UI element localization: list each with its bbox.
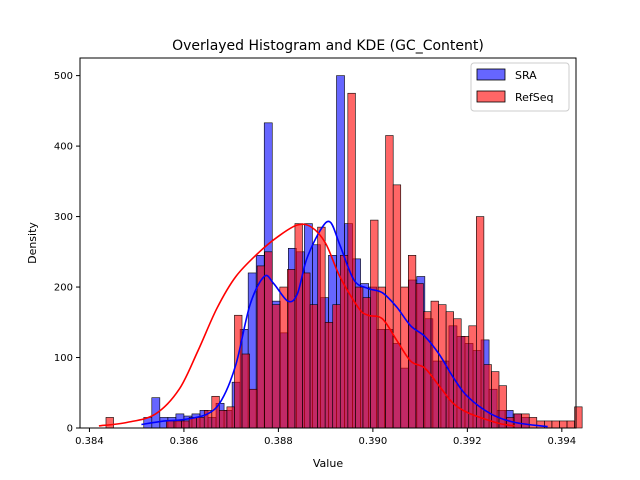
y-tick-label: 500: [54, 71, 73, 82]
refseq-bar: [347, 92, 356, 429]
y-tick-label: 100: [54, 353, 73, 364]
y-tick-label: 0: [67, 424, 73, 435]
legend-swatch-refseq: [476, 90, 506, 103]
refseq-bar: [271, 304, 281, 429]
refseq-bar: [476, 216, 485, 429]
x-tick-label: 0.386: [170, 436, 199, 447]
refseq-bar: [415, 283, 424, 429]
refseq-bar: [574, 406, 583, 429]
legend-label-refseq: RefSeq: [515, 91, 554, 104]
refseq-bar: [460, 336, 470, 429]
refseq-bar: [468, 325, 477, 429]
x-tick-label: 0.384: [75, 436, 104, 447]
refseq-bar: [105, 417, 114, 429]
refseq-bar: [294, 223, 303, 429]
x-tick-label: 0.390: [359, 436, 388, 447]
refseq-bar: [287, 269, 296, 429]
legend: SRA RefSeq: [470, 62, 570, 112]
refseq-bar: [166, 420, 175, 429]
y-axis: 0 100 200 300 400 500: [54, 71, 80, 435]
refseq-bar: [430, 300, 439, 429]
refseq-bar: [385, 135, 394, 429]
refseq-bar: [264, 251, 273, 429]
refseq-bar: [566, 420, 575, 429]
refseq-bar: [370, 219, 379, 429]
refseq-bar: [362, 297, 371, 429]
refseq-bar: [513, 413, 522, 429]
x-tick-label: 0.388: [264, 436, 293, 447]
refseq-bar: [438, 304, 447, 429]
refseq-bar: [498, 385, 507, 429]
refseq-bar: [521, 413, 530, 429]
refseq-bar: [234, 314, 243, 429]
refseq-bar: [551, 420, 560, 429]
refseq-bar: [536, 420, 545, 429]
refseq-kde-line: [98, 223, 515, 427]
y-tick-label: 300: [54, 212, 73, 223]
chart-title: Overlayed Histogram and KDE (GC_Content): [172, 38, 484, 54]
x-axis-label: Value: [313, 457, 343, 470]
kde-layer: [98, 220, 548, 428]
refseq-bar: [332, 304, 341, 429]
x-axis: 0.384 0.386 0.388 0.390 0.392 0.394: [75, 428, 576, 447]
legend-swatch-sra: [476, 68, 506, 81]
plot-frame: [79, 57, 577, 429]
refseq-bar: [302, 272, 311, 429]
refseq-bar: [317, 226, 326, 429]
refseq-bar: [445, 311, 454, 429]
refseq-bar: [559, 420, 568, 429]
refseq-bar: [491, 371, 500, 429]
refseq-bar: [196, 417, 205, 429]
refseq-bar: [219, 410, 228, 429]
refseq-bar: [453, 318, 462, 429]
sra-kde-line: [141, 220, 548, 428]
refseq-bar: [324, 321, 334, 429]
refseq-bar: [249, 388, 258, 429]
refseq-bar: [309, 304, 318, 429]
refseq-bar: [241, 353, 250, 429]
x-tick-label: 0.392: [453, 436, 482, 447]
refseq-bar: [211, 395, 220, 429]
refseq-bar: [173, 420, 182, 429]
y-axis-label: Density: [26, 222, 39, 264]
refseq-bar: [528, 417, 538, 429]
y-tick-label: 400: [54, 142, 73, 153]
refseq-bar: [226, 406, 235, 429]
refseq-bar: [279, 286, 288, 429]
x-tick-label: 0.394: [548, 436, 577, 447]
refseq-bar: [181, 420, 190, 429]
refseq-bar: [407, 255, 417, 429]
legend-label-sra: SRA: [515, 69, 537, 82]
y-tick-label: 200: [54, 283, 73, 294]
refseq-bar: [256, 265, 266, 429]
bars-layer: [105, 75, 583, 429]
refseq-bar: [377, 286, 386, 429]
